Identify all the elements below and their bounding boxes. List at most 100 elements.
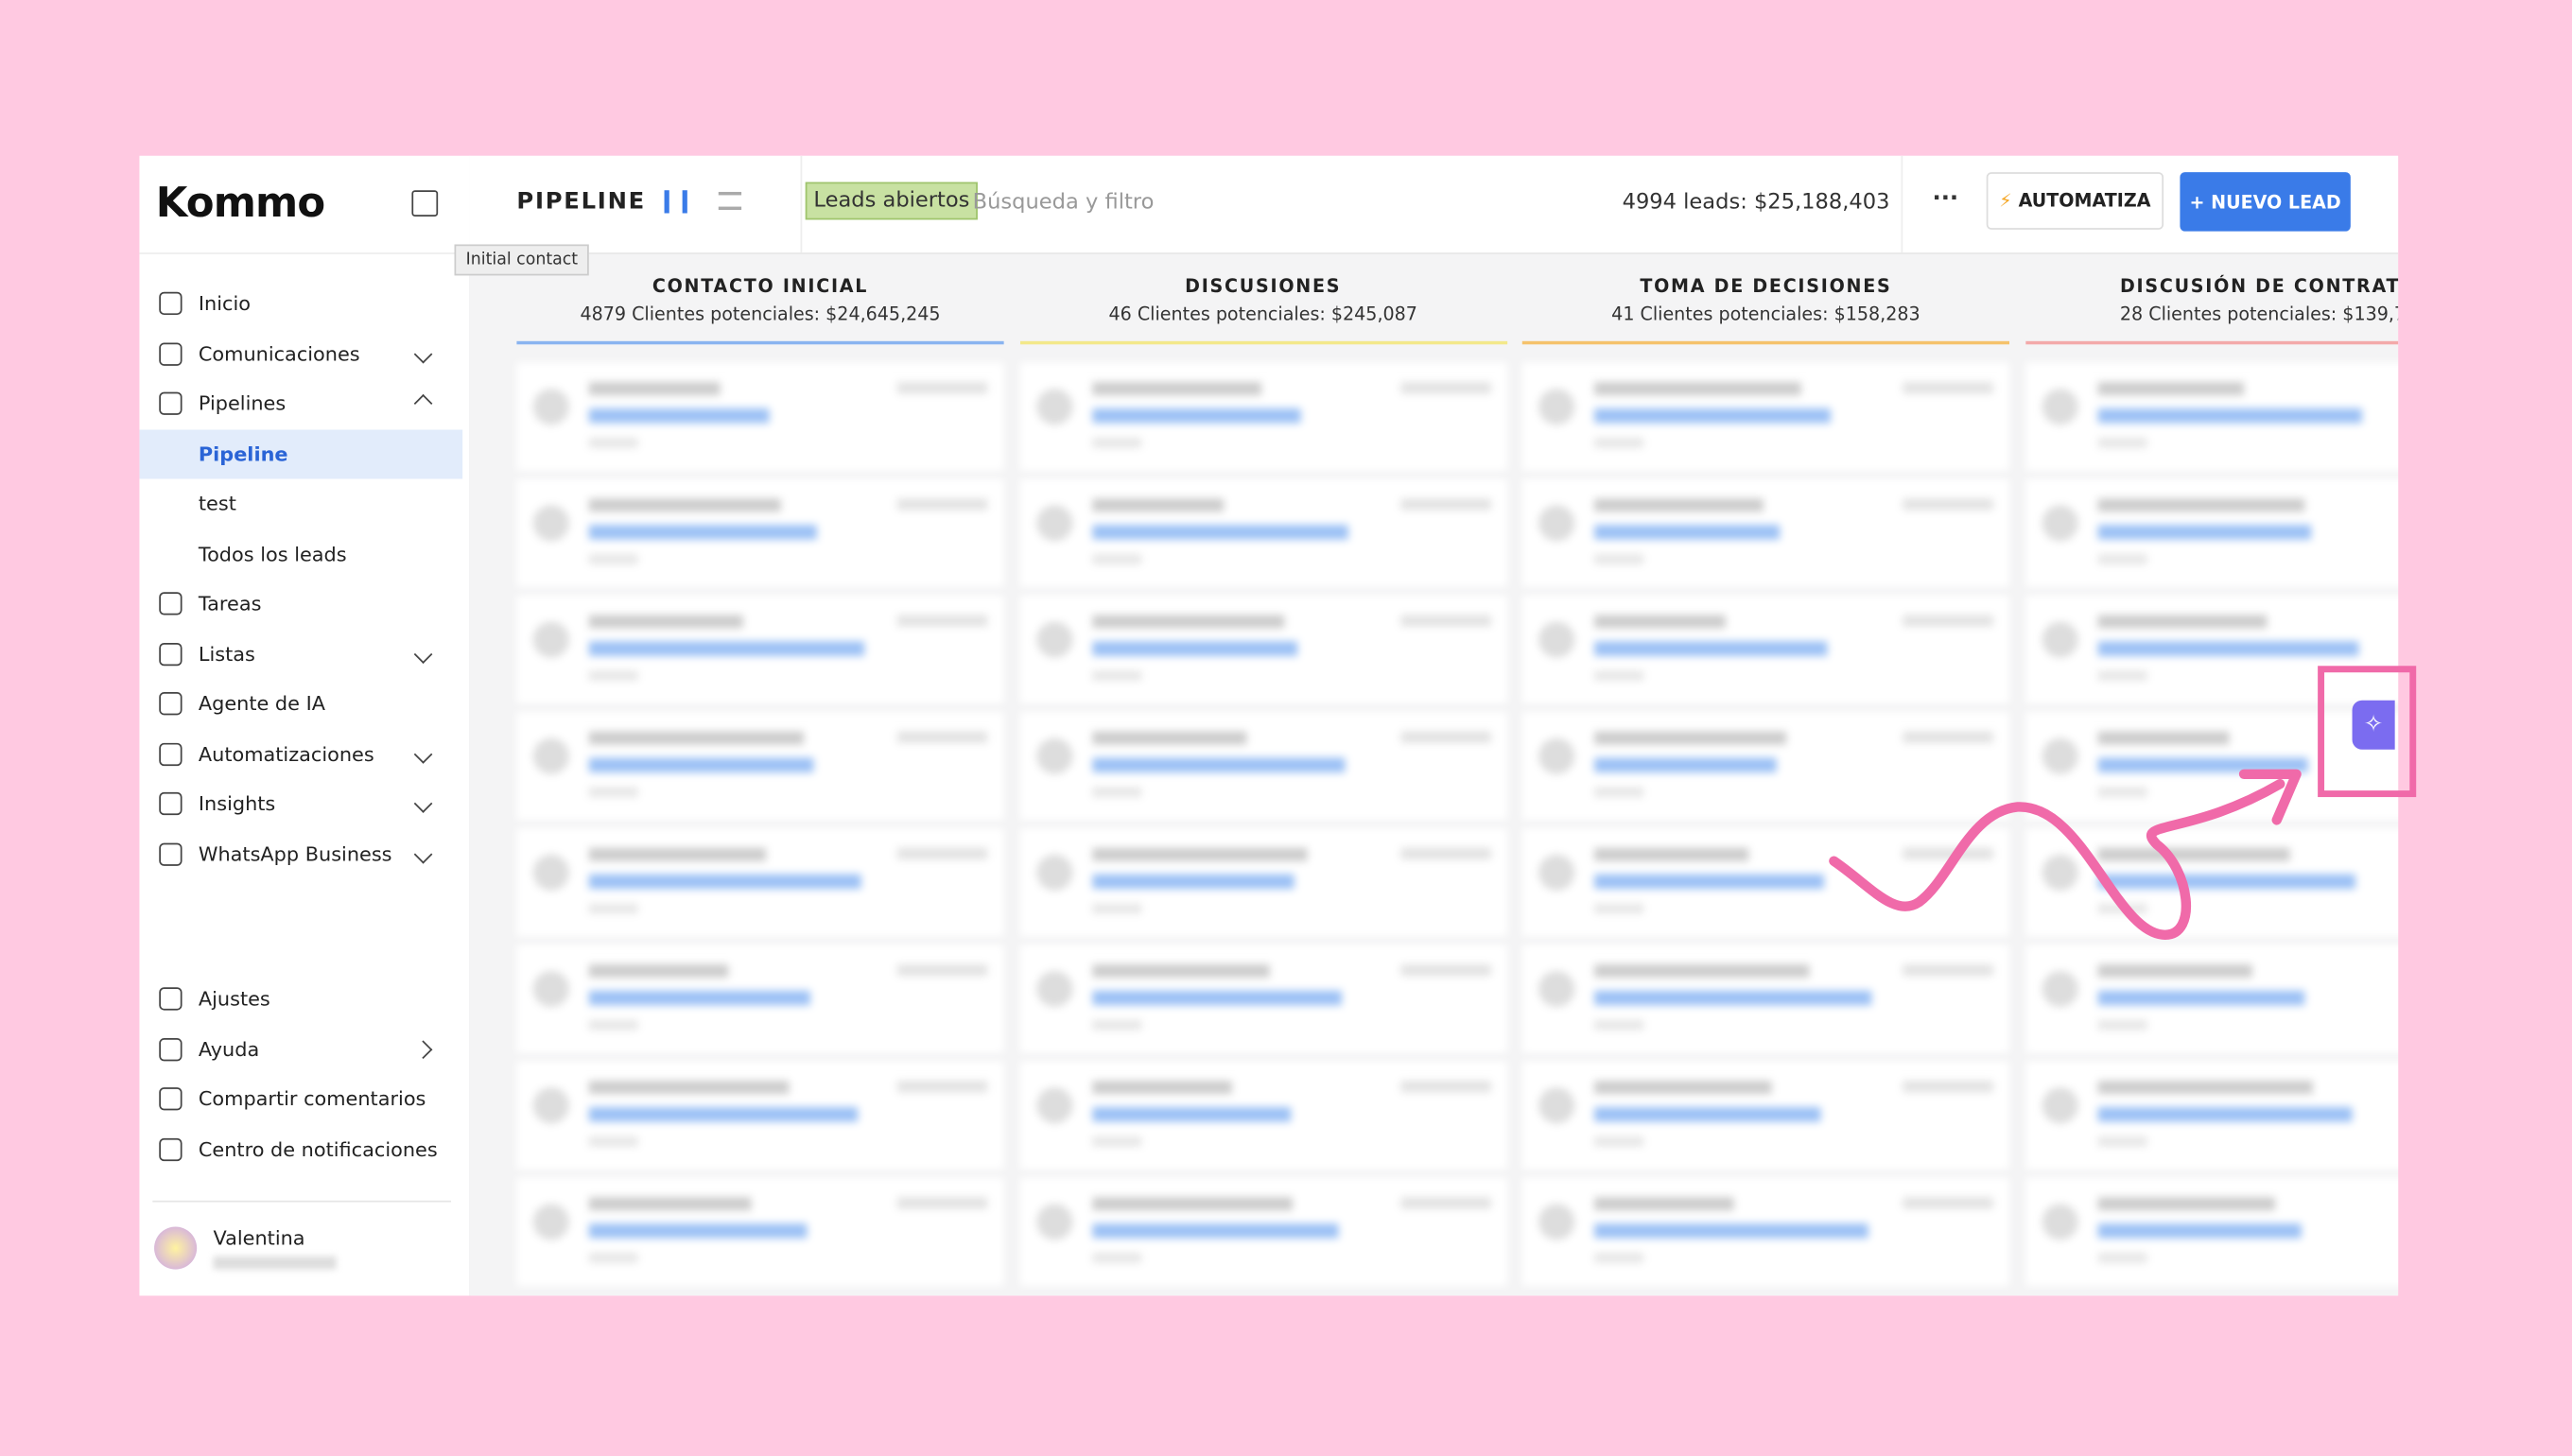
nav-subitem[interactable]: Pipeline: [139, 428, 463, 478]
column: TOMA DE DECISIONES 41 Clientes potenciale…: [1521, 254, 2010, 1296]
card-meta: [1091, 787, 1141, 798]
card-avatar: [2041, 621, 2077, 658]
lead-card[interactable]: [1019, 945, 1507, 1053]
card-avatar: [1538, 970, 1575, 1008]
card-meta: [1091, 554, 1141, 564]
card-avatar: [1538, 854, 1575, 891]
lead-card[interactable]: [1521, 595, 2010, 704]
lead-card[interactable]: [516, 711, 1004, 821]
nav-item[interactable]: Compartir comentarios: [139, 1074, 462, 1123]
avatar[interactable]: [154, 1226, 198, 1270]
list-view[interactable]: [718, 191, 742, 211]
card-link: [1091, 407, 1300, 424]
nav-item[interactable]: Comunicaciones: [139, 329, 462, 378]
nav-item[interactable]: Agente de IA: [139, 679, 462, 728]
lead-card[interactable]: [1019, 595, 1507, 704]
card-date: [1903, 847, 1993, 859]
nav-item[interactable]: Ajustes: [139, 974, 462, 1023]
card-date: [896, 1081, 988, 1093]
lead-card[interactable]: [516, 1177, 1004, 1287]
card-avatar: [2041, 970, 2077, 1008]
lead-card[interactable]: [1019, 362, 1507, 471]
card-date: [896, 382, 988, 394]
card-meta: [2096, 787, 2146, 798]
lead-card[interactable]: [1521, 1061, 2010, 1170]
lead-card[interactable]: [1521, 1177, 2010, 1287]
divider: [139, 252, 470, 254]
nav-item[interactable]: Insights: [139, 779, 462, 828]
lead-card[interactable]: [2025, 595, 2399, 704]
column-title: DISCUSIONES: [1185, 275, 1342, 297]
lead-card[interactable]: [516, 945, 1004, 1053]
logo[interactable]: Kommo: [155, 179, 325, 227]
nav-item[interactable]: Tareas: [139, 579, 462, 628]
new-lead-button[interactable]: + NUEVO LEAD: [2180, 172, 2351, 232]
nav-label: Agente de IA: [198, 692, 325, 716]
column-title: CONTACTO INICIAL: [652, 275, 869, 297]
user-email-blurred: [213, 1256, 337, 1270]
nav-item[interactable]: Pipelines: [139, 379, 462, 428]
collapse-button[interactable]: [411, 190, 439, 217]
lead-card[interactable]: [516, 478, 1004, 588]
nav-item[interactable]: Centro de notificaciones: [139, 1124, 462, 1173]
lead-card[interactable]: [516, 362, 1004, 471]
filter-tag[interactable]: Leads abiertos: [805, 182, 979, 220]
nav-item[interactable]: Automatizaciones: [139, 729, 462, 778]
lead-card[interactable]: [1019, 478, 1507, 588]
nav-icon: [159, 391, 182, 415]
lead-card[interactable]: [516, 595, 1004, 704]
card-meta: [588, 1253, 638, 1263]
lead-card[interactable]: [2025, 1177, 2399, 1287]
nav-icon: [159, 1087, 182, 1111]
nav-subitem[interactable]: Todos los leads: [198, 542, 347, 565]
card-name: [1594, 615, 1726, 629]
lead-card[interactable]: [2025, 1061, 2399, 1170]
nav-subitem[interactable]: test: [198, 492, 236, 515]
card-avatar: [1538, 389, 1575, 425]
ai-button[interactable]: ✧: [2352, 700, 2395, 750]
lead-card[interactable]: [1019, 1061, 1507, 1170]
nav-label: Ajustes: [198, 987, 270, 1011]
lead-card[interactable]: [1521, 362, 2010, 471]
lead-card[interactable]: [2025, 828, 2399, 937]
lead-card[interactable]: [1019, 828, 1507, 937]
card-name: [1091, 1081, 1231, 1095]
lead-card[interactable]: [1019, 711, 1507, 821]
nav-icon: [159, 692, 182, 716]
card-name: [1594, 498, 1764, 512]
lead-card[interactable]: [2025, 711, 2399, 821]
nav-item[interactable]: Ayuda: [139, 1024, 462, 1073]
card-name: [2096, 1081, 2313, 1095]
lead-card[interactable]: [516, 1061, 1004, 1170]
lead-card[interactable]: [1521, 945, 2010, 1053]
nav-label: Automatizaciones: [198, 741, 374, 766]
card-link: [588, 1106, 859, 1122]
nav-item[interactable]: Inicio: [139, 279, 462, 328]
lead-card[interactable]: [2025, 945, 2399, 1053]
lead-card[interactable]: [1521, 478, 2010, 588]
card-meta: [1594, 554, 1644, 564]
card-date: [896, 847, 988, 859]
search-input[interactable]: Búsqueda y filtro: [972, 190, 1155, 216]
card-link: [2096, 1223, 2301, 1239]
lead-card[interactable]: [516, 828, 1004, 937]
automate-button[interactable]: ⚡ AUTOMATIZA: [1986, 172, 2164, 230]
nav-item[interactable]: Listas: [139, 629, 462, 678]
lead-card[interactable]: [2025, 362, 2399, 471]
lead-card[interactable]: [1521, 828, 2010, 937]
card-avatar: [532, 505, 569, 542]
lead-card[interactable]: [1521, 711, 2010, 821]
card-link: [1091, 1106, 1291, 1122]
card-meta: [588, 903, 638, 914]
lead-card[interactable]: [2025, 478, 2399, 588]
lead-card[interactable]: [1019, 1177, 1507, 1287]
card-name: [1091, 498, 1224, 512]
column-underline: [516, 340, 1004, 345]
card-link: [588, 641, 865, 656]
card-link: [1594, 990, 1872, 1006]
card-date: [1399, 847, 1490, 859]
kanban-view[interactable]: [664, 190, 687, 214]
more-button[interactable]: ···: [1932, 185, 1959, 212]
card-name: [1091, 1197, 1293, 1211]
nav-item[interactable]: WhatsApp Business: [139, 829, 462, 878]
